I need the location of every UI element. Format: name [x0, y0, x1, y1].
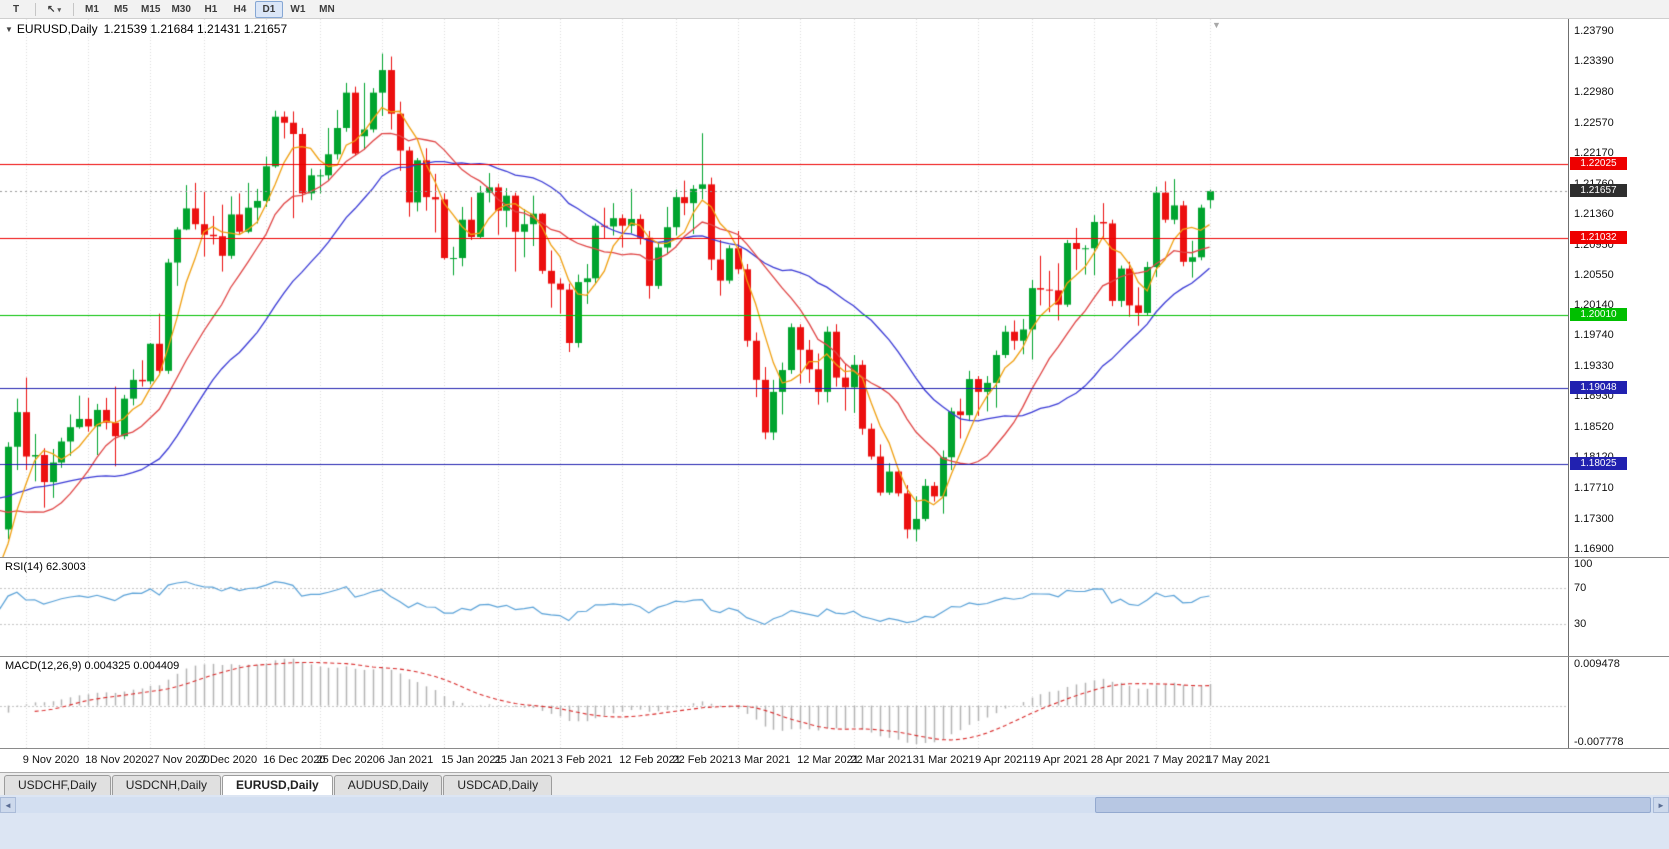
- rsi-axis-label: 70: [1574, 582, 1587, 594]
- date-axis-label: 28 Apr 2021: [1090, 754, 1151, 766]
- date-axis-label: 7 May 2021: [1153, 754, 1211, 766]
- chart-tabs-bar: USDCHF,Daily USDCNH,Daily EURUSD,Daily AUDU…: [0, 772, 1669, 795]
- current-price-badge: 1.21657: [1570, 184, 1627, 198]
- timeframe-button-h4[interactable]: H4: [233, 3, 247, 15]
- chart-shift-marker-icon[interactable]: ▼: [1212, 20, 1221, 30]
- macd-axis-label: -0.007778: [1574, 736, 1624, 748]
- timeframe-button-mn[interactable]: MN: [319, 3, 335, 15]
- timeframe-button-m1[interactable]: M1: [85, 3, 99, 15]
- date-axis-label: 31 Mar 2021: [912, 754, 975, 766]
- rsi-axis-label: 100: [1574, 558, 1593, 570]
- price-level-badge: 1.19048: [1570, 380, 1627, 394]
- date-axis-label: 19 Apr 2021: [1028, 754, 1088, 766]
- toolbar-t-button[interactable]: T: [12, 3, 20, 15]
- timeframe-button-m15[interactable]: M15: [141, 3, 161, 15]
- toolbar: T ↖ ▾ M1 M5 M15 M30 H1 H4 D1 W1 MN: [0, 0, 1669, 19]
- macd-label: MACD(12,26,9) 0.004325 0.004409: [5, 660, 180, 672]
- chart-ohlc-values: 1.21539 1.21684 1.21431 1.21657: [103, 22, 288, 36]
- date-labels: 9 Nov 2020 18 Nov 2020 27 Nov 2020 7 Dec 20…: [0, 749, 1669, 772]
- h-scrollbar-thumb[interactable]: [1095, 797, 1651, 813]
- price-level-badge: 1.21032: [1570, 231, 1627, 245]
- price-level-badge: 1.20010: [1570, 308, 1627, 322]
- timeframe-button-h1[interactable]: H1: [204, 3, 218, 15]
- price-axis-label: 1.19740: [1574, 329, 1614, 342]
- price-axis-label: 1.18520: [1574, 421, 1614, 434]
- price-axis: 1.237901.233901.229801.225701.221701.217…: [1568, 19, 1669, 557]
- rsi-label: RSI(14) 62.3003: [5, 561, 86, 573]
- price-axis-label: 1.16900: [1574, 543, 1614, 555]
- date-axis-label: 22 Feb 2021: [672, 754, 735, 766]
- date-axis-label: 15 Jan 2021: [441, 754, 502, 766]
- toolbar-separator: [73, 2, 74, 16]
- timeframe-button-m30[interactable]: M30: [171, 3, 191, 15]
- price-axis-label: 1.17300: [1574, 512, 1614, 525]
- price-chart-panel: ▼ EURUSD,Daily 1.21539 1.21684 1.21431 1.2…: [0, 19, 1669, 557]
- price-axis-label: 1.23390: [1574, 55, 1614, 68]
- rsi-axis: 100 70 30: [1568, 558, 1669, 656]
- rsi-axis-label: 30: [1574, 618, 1587, 630]
- date-axis-label: 12 Mar 2021: [797, 754, 859, 766]
- rsi-canvas[interactable]: [0, 558, 1568, 656]
- price-axis-label: 1.20550: [1574, 268, 1614, 281]
- price-axis-label: 1.22170: [1574, 146, 1614, 159]
- timeframe-button-m5[interactable]: M5: [114, 3, 128, 15]
- dropdown-caret-icon: ▾: [57, 6, 61, 14]
- date-axis-label: 25 Dec 2020: [316, 754, 379, 766]
- date-axis-label: 6 Jan 2021: [378, 754, 434, 766]
- price-chart-canvas[interactable]: [0, 19, 1568, 557]
- h-scrollbar-track[interactable]: ◄ ►: [0, 797, 1669, 813]
- date-axis-label: 25 Jan 2021: [494, 754, 556, 766]
- timeframe-button-d1[interactable]: D1: [254, 0, 283, 18]
- date-axis-label: 12 Feb 2021: [619, 754, 681, 766]
- bottom-area: ◄ ►: [0, 795, 1669, 849]
- date-axis: 9 Nov 2020 18 Nov 2020 27 Nov 2020 7 Dec 20…: [0, 748, 1669, 772]
- chart-tab-eurusd[interactable]: EURUSD,Daily: [222, 775, 333, 795]
- chart-tab-usdchf[interactable]: USDCHF,Daily: [4, 775, 111, 795]
- scroll-left-button[interactable]: ◄: [0, 797, 16, 813]
- date-axis-label: 18 Nov 2020: [85, 754, 148, 766]
- date-axis-label: 9 Apr 2021: [975, 754, 1029, 766]
- price-axis-label: 1.21360: [1574, 207, 1614, 220]
- chart-header: ▼ EURUSD,Daily 1.21539 1.21684 1.21431 1.2…: [5, 22, 287, 36]
- chart-tab-audusd[interactable]: AUDUSD,Daily: [333, 775, 443, 795]
- collapse-triangle-icon[interactable]: ▼: [5, 25, 13, 34]
- date-axis-label: 3 Feb 2021: [556, 754, 613, 766]
- date-axis-label: 3 Mar 2021: [734, 754, 791, 766]
- price-axis-label: 1.23790: [1574, 25, 1614, 37]
- date-axis-label: 27 Nov 2020: [147, 754, 210, 766]
- cursor-tool-button[interactable]: ↖ ▾: [40, 1, 68, 18]
- scroll-right-button[interactable]: ►: [1653, 797, 1669, 813]
- cursor-icon: ↖: [47, 3, 56, 15]
- date-axis-label: 9 Nov 2020: [22, 754, 80, 766]
- rsi-panel: RSI(14) 62.3003 100 70 30: [0, 557, 1669, 656]
- macd-axis-label: 0.009478: [1574, 658, 1620, 670]
- date-axis-label: 16 Dec 2020: [263, 754, 326, 766]
- chart-tab-usdcnh[interactable]: USDCNH,Daily: [111, 775, 222, 795]
- chart-symbol-label: EURUSD,Daily: [16, 22, 98, 36]
- timeframe-buttons: M1 M5 M15 M30 H1 H4 D1 W1 MN: [78, 0, 342, 18]
- price-level-badge: 1.22025: [1570, 156, 1627, 170]
- macd-panel: MACD(12,26,9) 0.004325 0.004409 0.009478…: [0, 656, 1669, 748]
- date-axis-label: 17 May 2021: [1206, 754, 1271, 766]
- date-axis-label: 7 Dec 2020: [200, 754, 258, 766]
- date-axis-label: 22 Mar 2021: [850, 754, 913, 766]
- toolbar-separator: [35, 2, 36, 16]
- macd-axis: 0.009478 -0.007778: [1568, 657, 1669, 748]
- price-axis-label: 1.22980: [1574, 85, 1614, 98]
- price-axis-label: 1.17710: [1574, 482, 1614, 495]
- price-axis-label: 1.22570: [1574, 116, 1614, 129]
- price-level-badge: 1.18025: [1570, 457, 1627, 471]
- price-axis-label: 1.19330: [1574, 360, 1614, 373]
- chart-tab-usdcad[interactable]: USDCAD,Daily: [443, 775, 553, 795]
- macd-canvas[interactable]: [0, 657, 1568, 748]
- timeframe-button-w1[interactable]: W1: [290, 3, 306, 15]
